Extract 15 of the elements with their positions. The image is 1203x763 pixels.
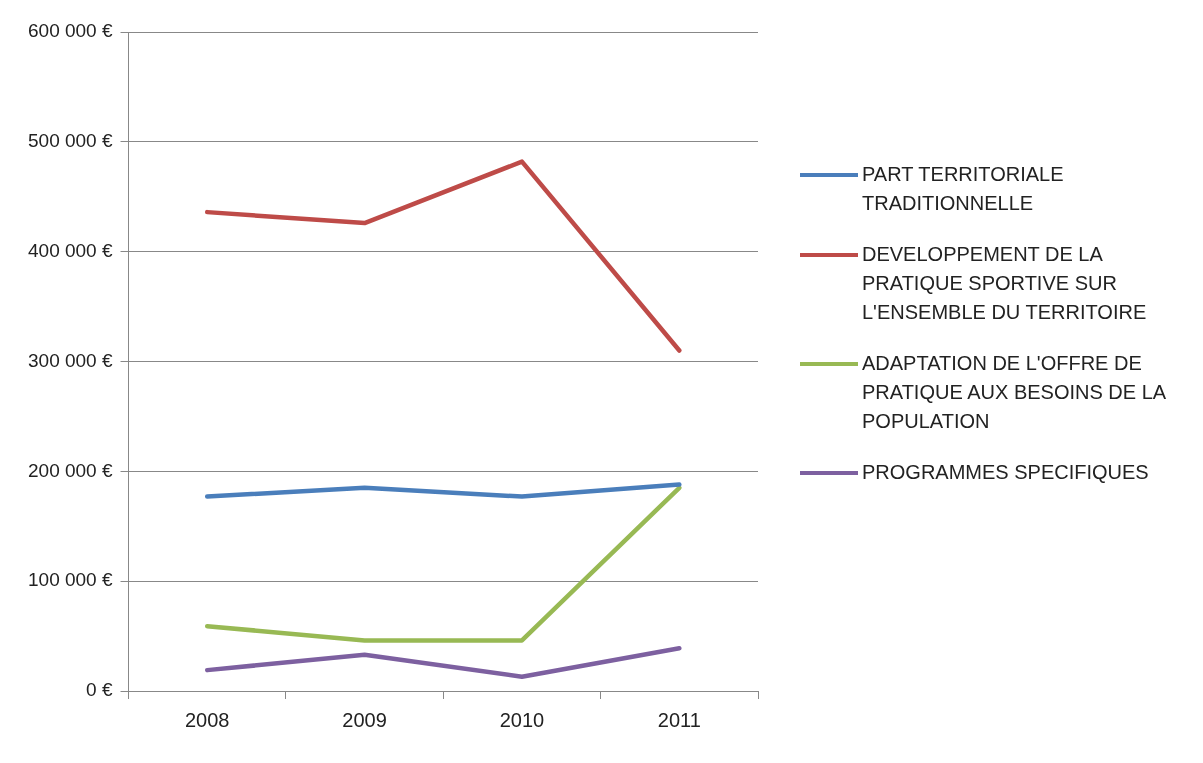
x-tick-label: 2009 [342, 708, 387, 731]
y-tick-label: 600 000 € [27, 20, 113, 42]
y-tick-label: 100 000 € [27, 569, 113, 591]
y-tick-label: 500 000 € [27, 130, 113, 152]
legend-label: PROGRAMMES SPECIFIQUES [862, 460, 1150, 485]
legend-label: DEVELOPPEMENT DE LA PRATIQUE SPORTIVE SUR L'ENSEMBLE DU TERRITOIRE [862, 242, 1148, 325]
y-tick-label: 200 000 € [27, 459, 113, 481]
x-tick-label: 2010 [499, 708, 545, 731]
legend-label: PART TERRITORIALE TRADITIONNELLE [862, 162, 1065, 216]
y-tick-label: 400 000 € [27, 239, 113, 261]
x-tick-label: 2011 [657, 708, 701, 731]
legend-label: ADAPTATION DE L'OFFRE DE PRATIQUE AUX BESOINS DE LA POPULATION [862, 351, 1167, 434]
x-tick-label: 2008 [184, 708, 230, 731]
y-tick-label: 0 € [86, 679, 113, 701]
y-tick-label: 300 000 € [27, 349, 113, 371]
